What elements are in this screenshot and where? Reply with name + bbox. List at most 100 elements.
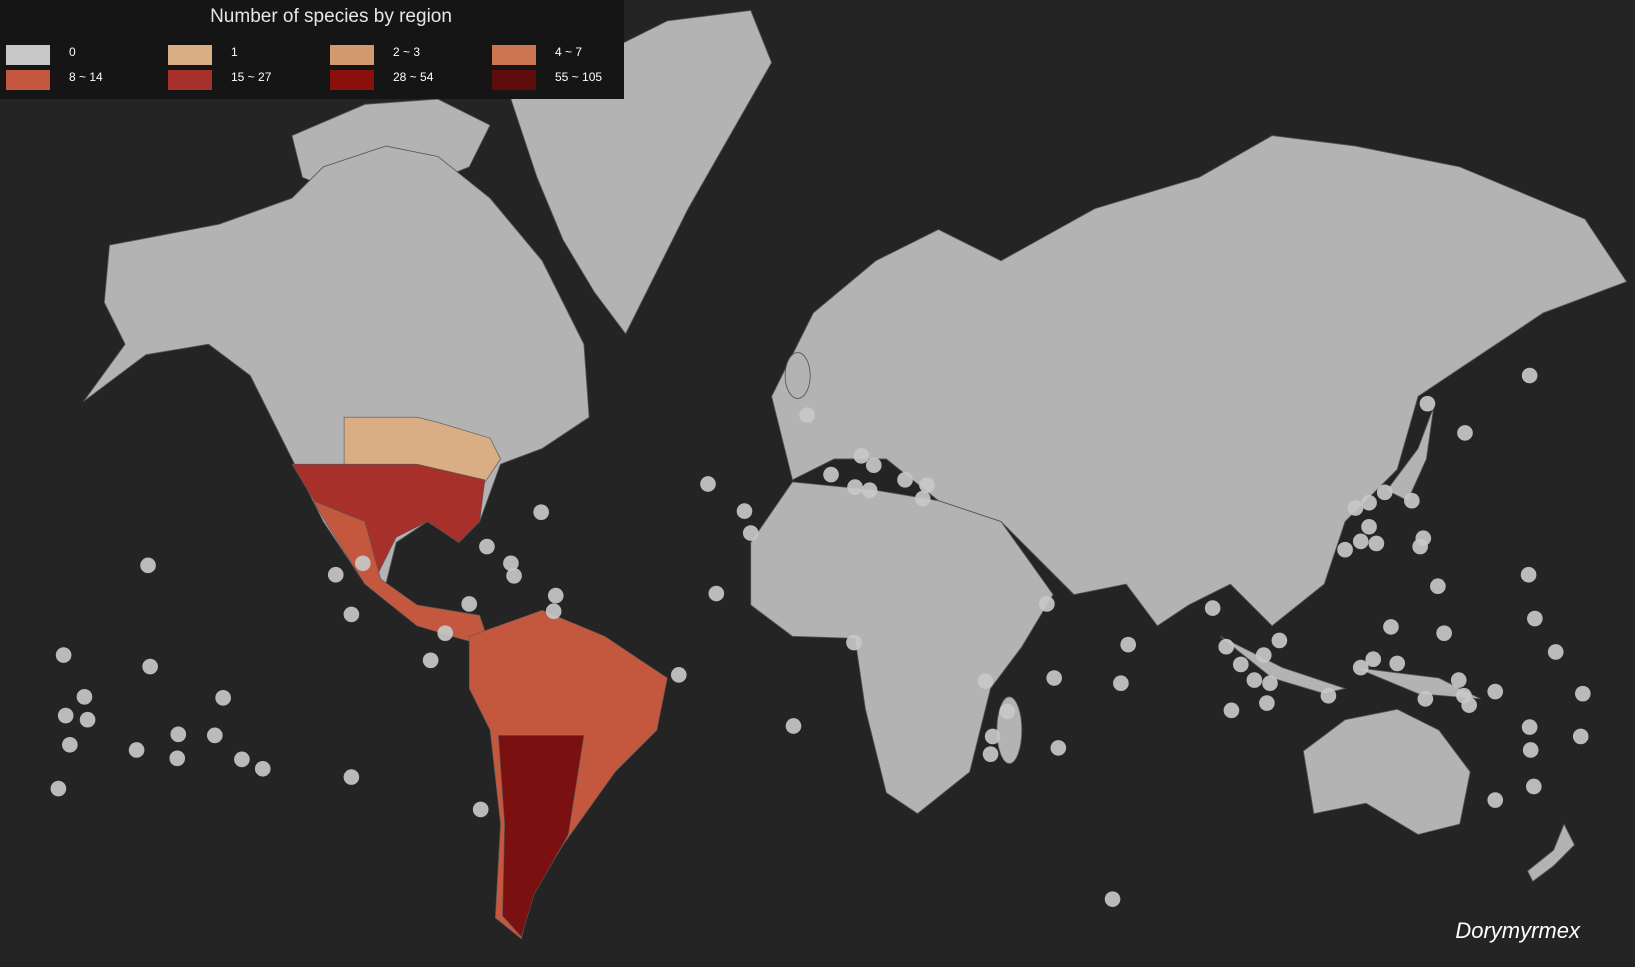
island-marker <box>50 780 67 797</box>
island-marker <box>1320 687 1337 704</box>
island-marker <box>1450 672 1467 688</box>
island-marker <box>1419 395 1436 412</box>
britain <box>784 352 811 399</box>
island-marker <box>128 742 145 758</box>
island-marker <box>1352 533 1369 550</box>
island-marker <box>506 567 522 584</box>
legend-label: 55 ~ 105 <box>555 70 602 84</box>
legend-swatch <box>330 70 374 90</box>
island-marker <box>57 707 74 724</box>
island-marker <box>982 746 999 762</box>
island-marker <box>799 407 815 423</box>
island-marker <box>1383 619 1399 635</box>
legend-swatch <box>330 45 374 65</box>
legend-swatch <box>492 70 536 90</box>
island-marker <box>545 603 562 620</box>
island-marker <box>1262 675 1278 692</box>
island-marker <box>327 566 344 583</box>
island-marker <box>1527 610 1543 627</box>
south-america-south <box>498 735 585 938</box>
island-marker <box>1522 742 1539 758</box>
island-marker <box>142 658 158 675</box>
island-marker <box>472 801 489 818</box>
caption: Dorymyrmex <box>1455 918 1581 943</box>
island-marker <box>1039 596 1055 612</box>
island-marker <box>1246 672 1263 688</box>
island-marker <box>169 750 186 767</box>
island-marker <box>861 482 878 499</box>
island-marker <box>355 555 371 572</box>
island-marker <box>170 726 187 743</box>
island-marker <box>1368 535 1385 552</box>
island-marker <box>1347 500 1364 516</box>
legend-label: 2 ~ 3 <box>393 45 420 59</box>
island-marker <box>1547 644 1564 660</box>
legend-label: 1 <box>231 45 238 59</box>
island-marker <box>343 606 360 623</box>
legend-title: Number of species by region <box>210 6 452 27</box>
island-marker <box>1521 367 1538 384</box>
legend-swatch <box>6 70 50 90</box>
island-marker <box>437 625 454 641</box>
island-marker <box>1365 651 1382 668</box>
island-marker <box>215 690 231 706</box>
island-marker <box>479 538 495 555</box>
world <box>83 9 1628 940</box>
legend-label: 0 <box>69 45 76 59</box>
legend-label: 8 ~ 14 <box>69 70 103 84</box>
island-marker <box>999 703 1016 720</box>
island-marker <box>1113 675 1129 692</box>
island-marker <box>1223 702 1240 719</box>
island-marker <box>1436 625 1452 641</box>
island-marker <box>897 472 913 488</box>
island-marker <box>533 504 549 520</box>
island-marker <box>503 555 519 572</box>
island-marker <box>1352 659 1369 676</box>
island-marker <box>977 673 994 689</box>
island-marker <box>708 585 725 602</box>
island-marker <box>234 751 250 768</box>
island-marker <box>1337 541 1353 558</box>
island-marker <box>206 727 223 744</box>
island-marker <box>343 769 360 785</box>
island-marker <box>1417 691 1434 707</box>
island-marker <box>76 688 93 705</box>
island-marker <box>1046 670 1062 686</box>
island-marker <box>853 448 870 464</box>
legend-swatch <box>168 70 212 90</box>
island-marker <box>1104 891 1121 907</box>
island-marker <box>1204 600 1221 616</box>
island-marker <box>1457 425 1473 441</box>
island-marker <box>846 634 862 651</box>
island-marker <box>1376 484 1393 501</box>
island-marker <box>1415 530 1432 547</box>
island-marker <box>847 479 863 495</box>
island-marker <box>736 503 753 519</box>
island-marker <box>1255 647 1272 663</box>
island-marker <box>1525 778 1542 795</box>
island-markers <box>50 367 1591 907</box>
island-marker <box>547 587 564 604</box>
island-marker <box>422 652 439 669</box>
legend-swatch <box>6 45 50 65</box>
legend-label: 4 ~ 7 <box>555 45 582 59</box>
island-marker <box>742 525 759 541</box>
island-marker <box>1572 728 1589 745</box>
legend-label: 28 ~ 54 <box>393 70 434 84</box>
island-marker <box>785 718 802 734</box>
island-marker <box>461 596 478 612</box>
island-marker <box>79 711 96 728</box>
island-marker <box>670 667 687 683</box>
island-marker <box>1521 719 1538 735</box>
legend: 0 1 2 ~ 3 4 ~ 7 8 ~ 14 15 ~ 27 28 ~ 54 55 ~ 105 <box>6 45 602 90</box>
island-marker <box>919 477 935 493</box>
island-marker <box>1271 632 1288 649</box>
island-marker <box>1361 494 1377 511</box>
island-marker <box>55 647 72 663</box>
island-marker <box>700 476 716 492</box>
new-zealand <box>1527 823 1575 883</box>
island-marker <box>1389 655 1406 672</box>
